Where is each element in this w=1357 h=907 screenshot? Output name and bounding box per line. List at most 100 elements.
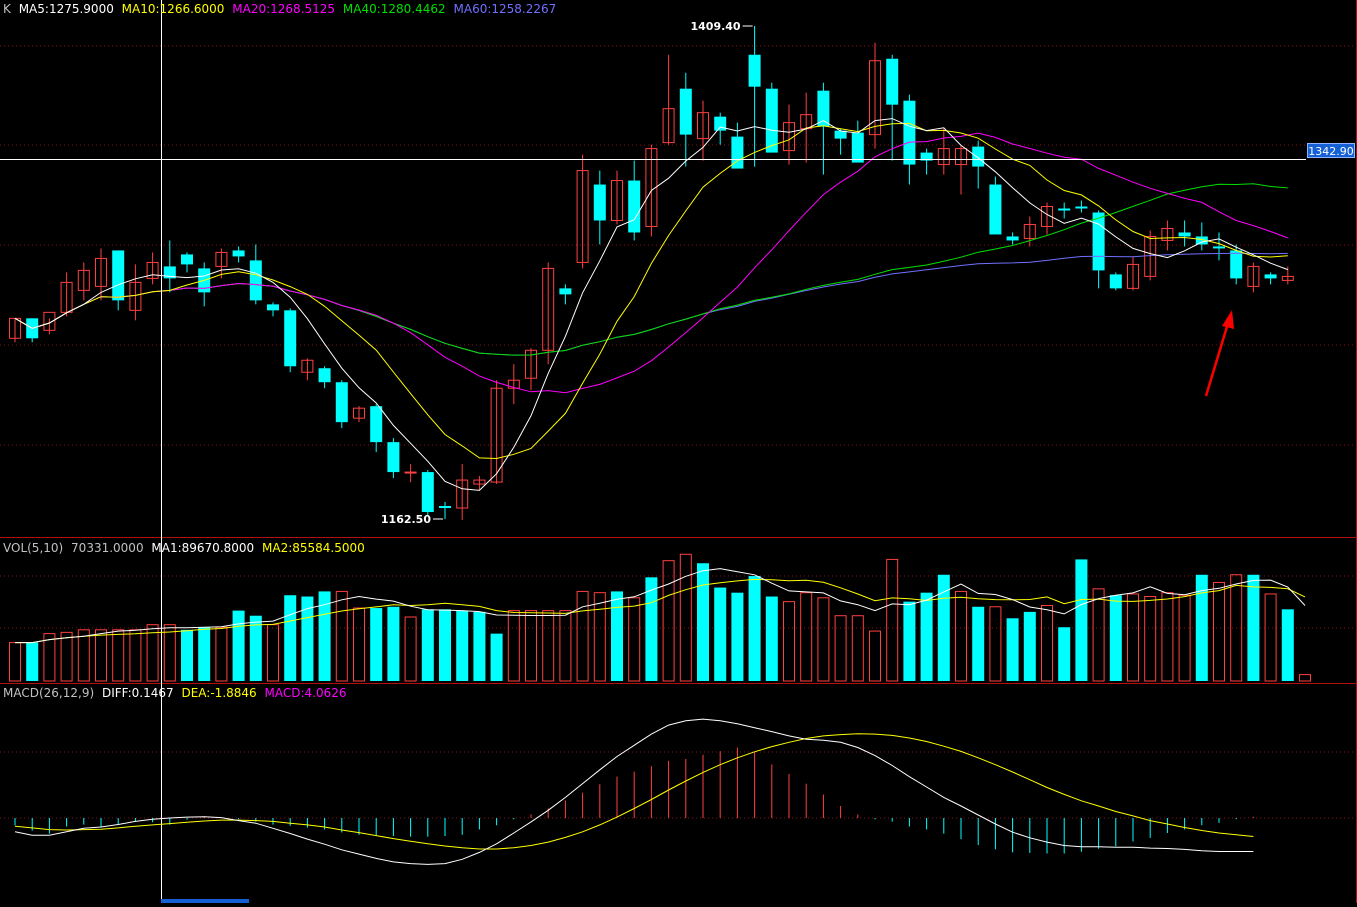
candle-body <box>1195 236 1208 245</box>
candle-body <box>851 132 864 163</box>
volume-bar <box>1023 611 1036 681</box>
volume-bar <box>714 587 727 681</box>
macd-dea-line <box>14 733 1254 850</box>
candle-body <box>1041 206 1053 227</box>
candle-body <box>163 266 176 279</box>
candle-body <box>1092 212 1105 271</box>
candle-body <box>232 250 245 257</box>
low-price-label: 1162.50 <box>381 513 431 526</box>
volume-bar <box>645 577 658 681</box>
vol-value: 70331.0000 <box>71 541 144 555</box>
annotation-arrow <box>1204 319 1231 397</box>
volume-bar <box>198 627 211 681</box>
high-price-label: 1409.40 <box>690 20 740 33</box>
candle-body <box>490 387 503 483</box>
macd-dea: DEA:-1.8846 <box>181 686 257 700</box>
candle-body <box>817 90 830 127</box>
candle-body <box>284 310 297 367</box>
volume-ma1-line <box>15 568 1306 644</box>
annotation-arrowhead <box>1222 310 1234 329</box>
volume-bar <box>765 596 778 681</box>
volume-bar <box>783 601 795 682</box>
volume-bar <box>146 624 159 682</box>
candle-body <box>955 148 967 166</box>
candle-body <box>335 382 348 423</box>
volume-bar <box>542 610 555 682</box>
volume-bar <box>1281 609 1294 681</box>
candle-body <box>95 257 107 287</box>
volume-bar <box>1161 592 1174 682</box>
candle-body <box>576 170 589 263</box>
volume-indicator-header: VOL(5,10) 70331.0000 MA1:89670.8000 MA2:… <box>3 541 369 555</box>
volume-bar <box>628 597 641 682</box>
candle-body <box>834 130 847 139</box>
ma5-line <box>14 118 1288 491</box>
volume-ma2-line <box>15 578 1306 644</box>
candle-body <box>869 60 881 136</box>
volume-bar <box>43 633 56 682</box>
volume-bar <box>1109 595 1122 681</box>
candle-body <box>1127 263 1139 289</box>
ma5-value: MA5:1275.9000 <box>18 2 114 16</box>
candle-body <box>421 472 434 513</box>
volume-bar <box>903 601 916 681</box>
volume-bar <box>1213 581 1225 682</box>
volume-bar <box>301 596 314 681</box>
candle-body <box>542 267 555 351</box>
volume-bar <box>335 590 348 682</box>
volume-bar <box>249 615 262 681</box>
volume-bar <box>9 642 21 682</box>
candle-body <box>1213 246 1225 249</box>
volume-bar <box>817 597 830 682</box>
candle-body <box>439 506 451 509</box>
ma20-value: MA20:1268.5125 <box>232 2 336 16</box>
candle-body <box>1058 208 1071 211</box>
volume-bar <box>593 592 606 682</box>
ma40-value: MA40:1280.4462 <box>342 2 446 16</box>
candle-body <box>593 184 606 221</box>
volume-bar <box>972 606 985 681</box>
volume-bar <box>1058 627 1071 681</box>
crosshair-price-label: 1342.90 <box>1307 143 1355 158</box>
vol-ma1: MA1:89670.8000 <box>151 541 255 555</box>
candle-body <box>267 304 279 311</box>
volume-bar <box>886 558 899 682</box>
volume-bar <box>662 560 675 682</box>
candle-body <box>112 250 125 301</box>
ma20-line <box>14 132 1288 394</box>
volume-bar <box>77 629 90 682</box>
volume-bar <box>800 592 813 682</box>
candle-body <box>628 180 641 233</box>
candle-body <box>765 88 778 153</box>
candle-body <box>1075 206 1088 209</box>
volume-bar <box>507 610 520 682</box>
ma10-line <box>14 122 1288 460</box>
candle-body <box>473 479 486 485</box>
candle-body <box>697 112 709 140</box>
volume-bar <box>284 595 297 681</box>
volume-bar <box>955 590 967 682</box>
vol-label: VOL(5,10) <box>3 541 64 555</box>
ma10-value: MA10:1266.6000 <box>121 2 225 16</box>
volume-bar <box>1144 596 1157 682</box>
volume-bar <box>181 629 193 681</box>
candle-body <box>1230 250 1243 279</box>
candle-body <box>404 471 417 474</box>
volume-bar <box>869 630 881 682</box>
candle-body <box>249 260 262 301</box>
volume-bar <box>1195 574 1208 681</box>
volume-bar <box>1092 588 1105 682</box>
candle-body <box>215 251 228 267</box>
volume-bar <box>353 607 365 682</box>
candle-body <box>507 379 520 389</box>
volume-bar <box>490 633 503 681</box>
volume-bar <box>525 610 537 682</box>
candle-body <box>731 136 744 169</box>
crosshair-date-tab <box>161 899 249 903</box>
macd-label: MACD(26,12,9) <box>3 686 95 700</box>
candle-body <box>972 146 985 167</box>
volume-bar <box>439 609 451 681</box>
volume-bar <box>1006 618 1019 681</box>
